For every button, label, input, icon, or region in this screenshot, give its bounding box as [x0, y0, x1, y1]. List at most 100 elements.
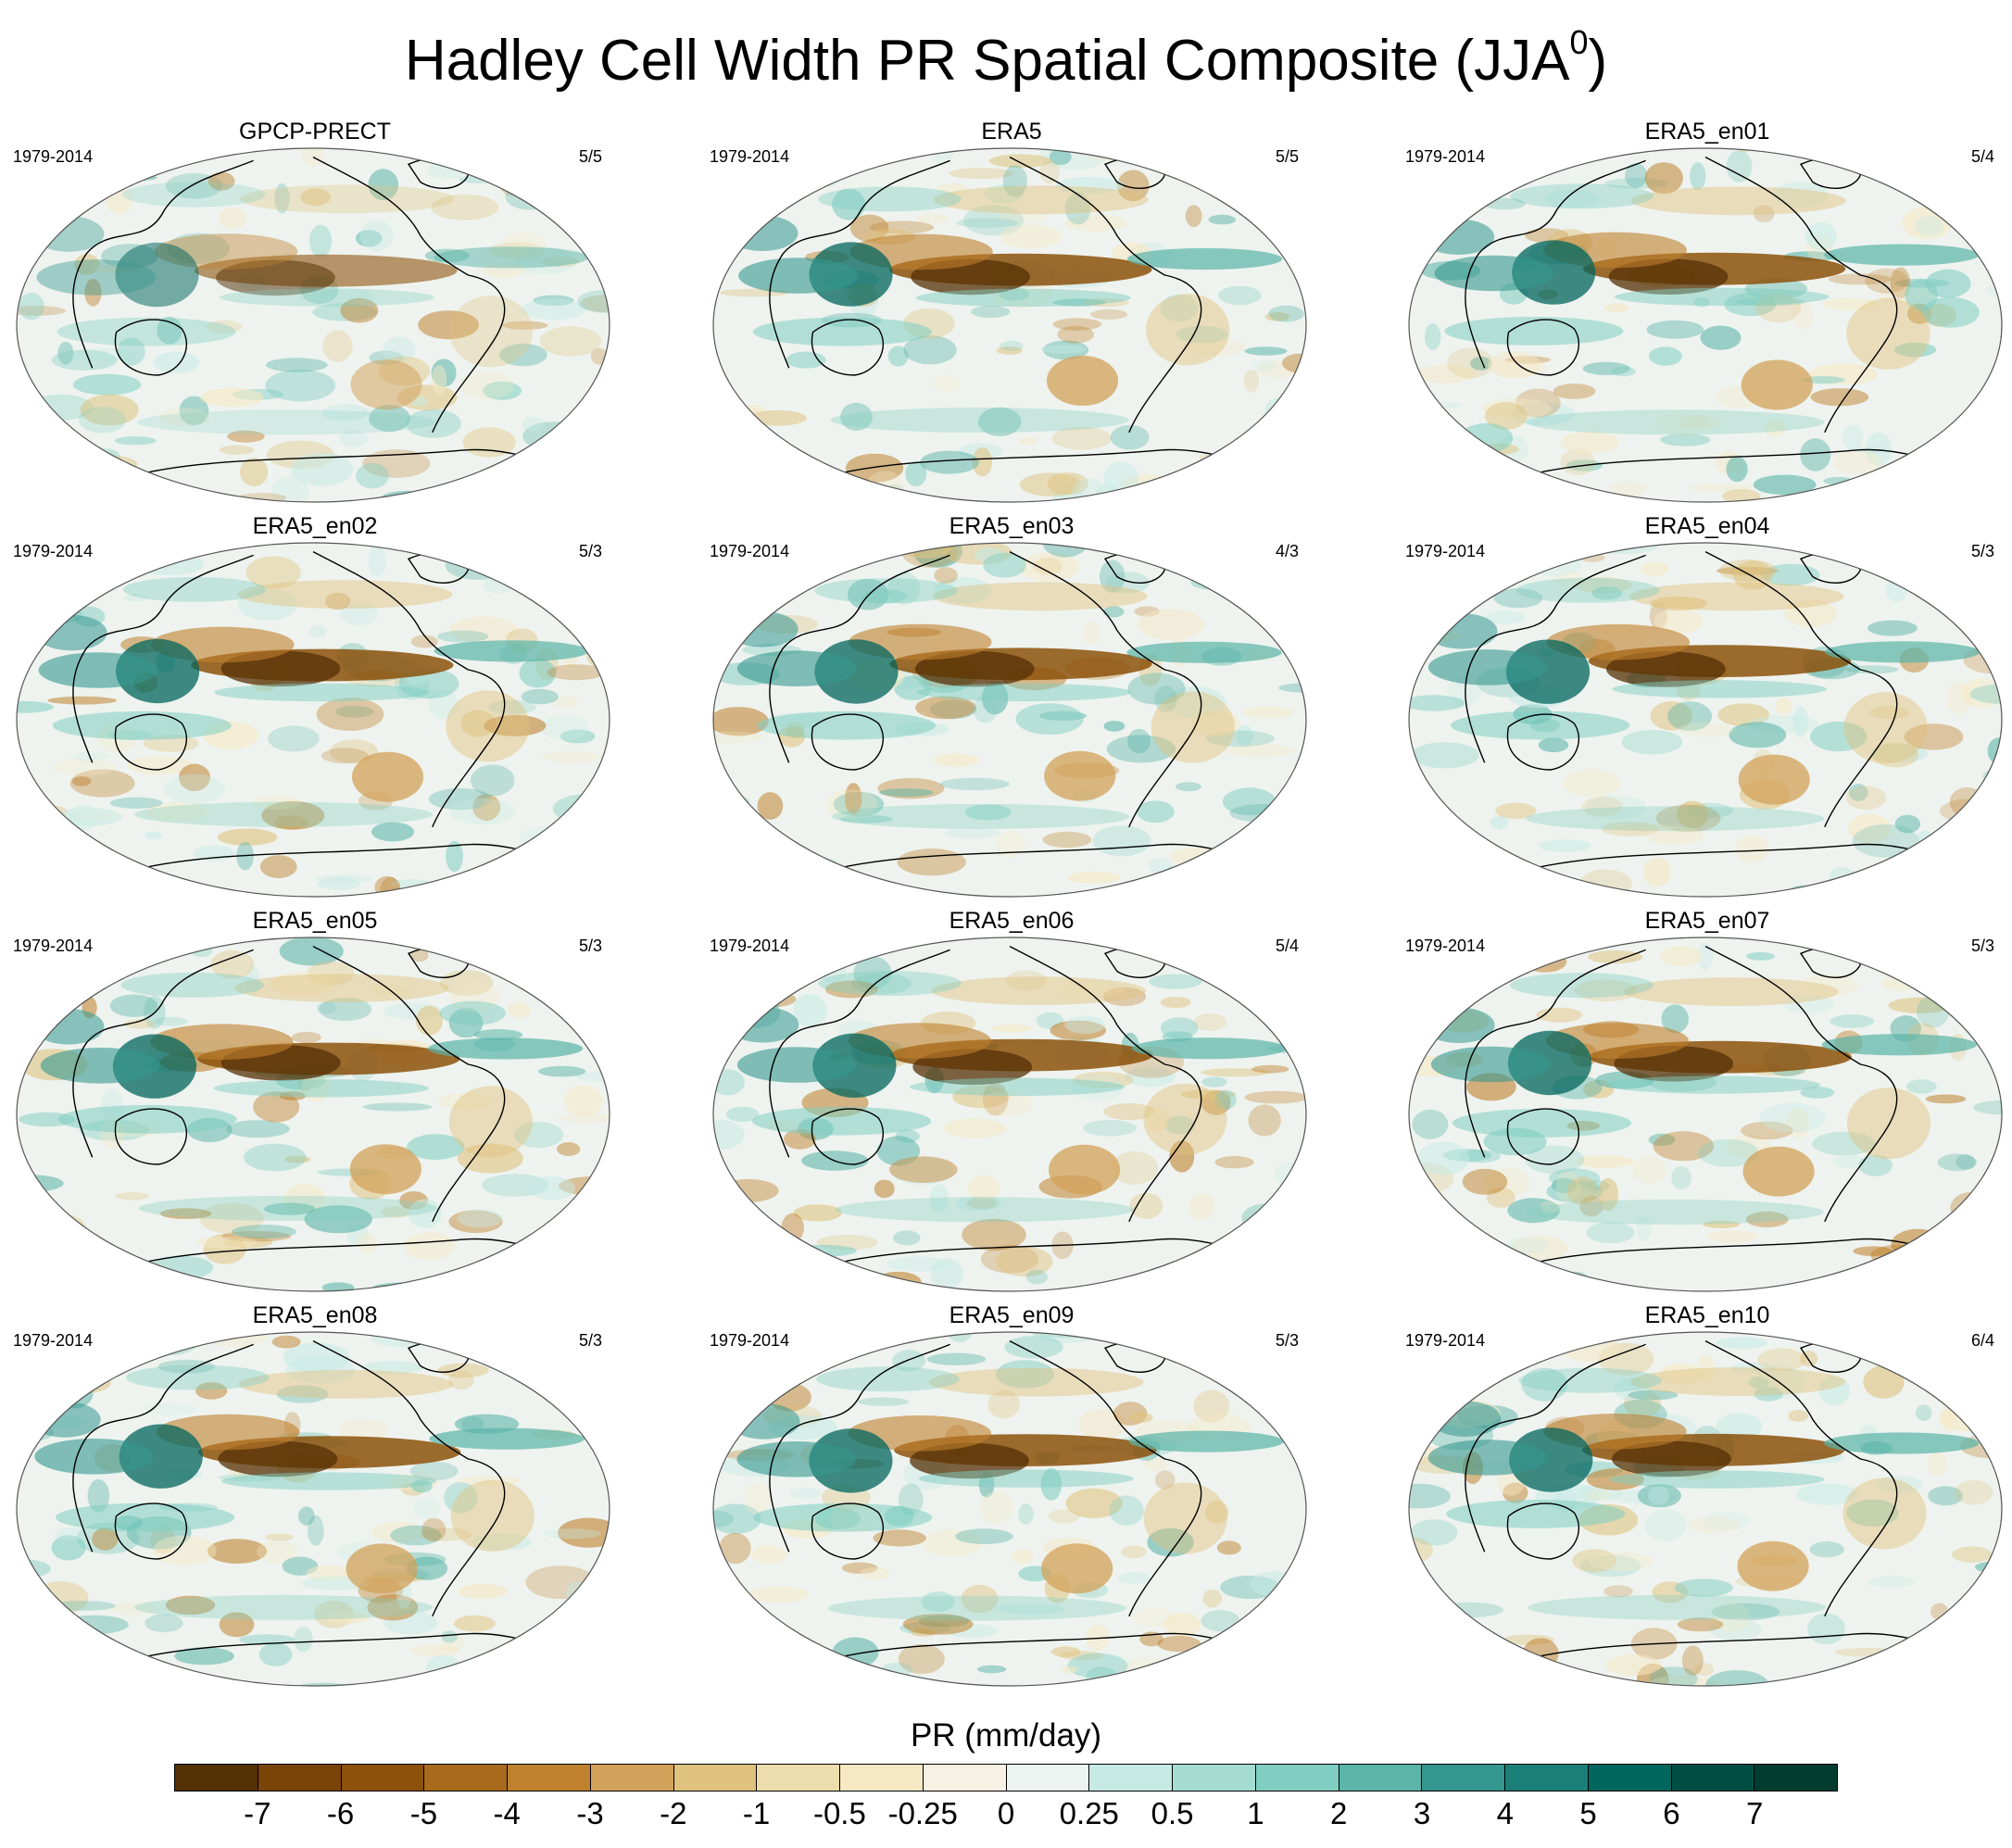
map-panel: ERA5_en01 1979-2014 5/4	[1392, 119, 2012, 508]
map-panel: ERA5_en06 1979-2014 5/4	[697, 908, 1327, 1297]
colorbar-box	[1339, 1765, 1423, 1791]
map-panel: ERA5 1979-2014 5/5	[697, 119, 1327, 508]
panel-ratio: 5/3	[1970, 937, 1994, 955]
panel-years: 1979-2014	[710, 1331, 790, 1350]
precip-composite-map	[712, 937, 1307, 1292]
colorbar-box	[258, 1765, 342, 1791]
colorbar-tick: -1	[742, 1796, 771, 1830]
precip-composite-map	[1408, 1331, 2003, 1687]
colorbar-tick: 0.5	[1151, 1796, 1194, 1830]
colorbar-tick: -4	[493, 1796, 521, 1830]
panel-years: 1979-2014	[710, 937, 790, 955]
panel-years: 1979-2014	[710, 147, 790, 166]
panel-ratio: 5/3	[578, 542, 602, 560]
colorbar-tick: 7	[1746, 1796, 1764, 1830]
map-panel: ERA5_en03 1979-2014 4/3	[697, 513, 1327, 902]
panel-title: ERA5_en01	[1644, 119, 1770, 145]
colorbar-tick: 6	[1663, 1796, 1680, 1830]
precip-composite-map	[1408, 147, 2003, 503]
panel-ratio: 6/4	[1970, 1331, 1994, 1350]
colorbar-tick: -6	[326, 1796, 355, 1830]
panel-title: ERA5_en09	[949, 1302, 1075, 1328]
map-panel: GPCP-PRECT 1979-2014 5/5	[0, 119, 630, 508]
colorbar-box	[341, 1765, 425, 1791]
colorbar-box	[1422, 1765, 1505, 1791]
colorbar	[174, 1764, 1838, 1791]
colorbar-tick: -2	[660, 1796, 687, 1830]
colorbar-box	[1671, 1765, 1755, 1791]
panel-title: ERA5	[981, 119, 1042, 145]
colorbar-tick: -3	[576, 1796, 604, 1830]
precip-composite-map	[712, 542, 1307, 898]
panel-title: ERA5_en02	[252, 513, 378, 539]
panel-title: ERA5_en07	[1644, 908, 1770, 934]
colorbar-tick: 1	[1247, 1796, 1264, 1830]
colorbar-label: PR (mm/day)	[910, 1717, 1102, 1754]
panel-ratio: 5/3	[578, 1331, 602, 1350]
figure-title-text: Hadley Cell Width PR Spatial Composite (…	[404, 29, 1570, 93]
colorbar-tick: -7	[244, 1796, 271, 1830]
colorbar-tick: 5	[1579, 1796, 1597, 1830]
map-panel: ERA5_en02 1979-2014 5/3	[0, 513, 630, 902]
map-panel: ERA5_en04 1979-2014 5/3	[1392, 513, 2012, 902]
panel-ratio: 5/5	[578, 147, 602, 166]
colorbar-tick-labels: -7 -6 -5 -4 -3 -2 -1 -0.5 -0.25 0 0.25 0.5 1 2 3 4 5 6 7	[174, 1795, 1838, 1836]
precip-composite-map	[16, 542, 610, 898]
colorbar-box	[175, 1765, 258, 1791]
map-panel: ERA5_en10 1979-2014 6/4	[1392, 1302, 2012, 1691]
panel-years: 1979-2014	[13, 542, 94, 560]
colorbar-box	[840, 1765, 924, 1791]
colorbar-box	[1173, 1765, 1256, 1791]
colorbar-box	[1089, 1765, 1173, 1791]
panel-ratio: 5/4	[1275, 937, 1299, 955]
colorbar-box	[673, 1765, 758, 1791]
colorbar-tick: -5	[409, 1796, 438, 1830]
precip-composite-map	[712, 147, 1307, 503]
precip-composite-map	[16, 937, 610, 1292]
map-panel: ERA5_en07 1979-2014 5/3	[1392, 908, 2012, 1297]
colorbar-tick: 2	[1330, 1796, 1348, 1830]
colorbar-box	[424, 1765, 508, 1791]
panel-title: ERA5_en10	[1644, 1302, 1770, 1328]
panel-title: ERA5_en08	[252, 1302, 378, 1328]
panel-title: ERA5_en05	[252, 908, 378, 934]
map-panel: ERA5_en05 1979-2014 5/3	[0, 908, 630, 1297]
colorbar-box	[757, 1765, 840, 1791]
colorbar-box	[508, 1765, 591, 1791]
panel-years: 1979-2014	[13, 937, 94, 955]
panel-ratio: 5/3	[1275, 1331, 1299, 1350]
panel-years: 1979-2014	[13, 1331, 94, 1350]
panel-ratio: 5/5	[1275, 147, 1299, 166]
panel-ratio: 5/3	[1970, 542, 1994, 560]
figure-title: Hadley Cell Width PR Spatial Composite (…	[0, 24, 2012, 98]
panel-title: GPCP-PRECT	[239, 119, 391, 145]
colorbar-box	[1588, 1765, 1672, 1791]
panel-ratio: 4/3	[1275, 542, 1299, 560]
precip-composite-map	[1408, 937, 2003, 1292]
panel-ratio: 5/4	[1970, 147, 1994, 166]
map-panel: ERA5_en08 1979-2014 5/3	[0, 1302, 630, 1691]
precip-composite-map	[16, 1331, 610, 1687]
colorbar-tick: 4	[1496, 1796, 1514, 1830]
colorbar-box	[590, 1765, 674, 1791]
figure-title-close: )	[1588, 29, 1608, 93]
precip-composite-map	[1408, 542, 2003, 898]
panel-years: 1979-2014	[1405, 147, 1486, 166]
panel-years: 1979-2014	[13, 147, 94, 166]
panel-ratio: 5/3	[578, 937, 602, 955]
colorbar-box	[1505, 1765, 1589, 1791]
colorbar-box	[1754, 1765, 1837, 1791]
colorbar-tick: 0	[997, 1796, 1015, 1830]
panel-title: ERA5_en06	[949, 908, 1075, 934]
panel-title: ERA5_en04	[1644, 513, 1770, 539]
colorbar-tick: 0.25	[1059, 1796, 1119, 1830]
precip-composite-map	[712, 1331, 1307, 1687]
panel-years: 1979-2014	[1405, 542, 1486, 560]
colorbar-box	[923, 1765, 1007, 1791]
colorbar-tick: -0.5	[812, 1796, 866, 1830]
colorbar-box	[1006, 1765, 1090, 1791]
panel-years: 1979-2014	[1405, 1331, 1486, 1350]
panel-years: 1979-2014	[710, 542, 790, 560]
figure-title-superscript: 0	[1569, 23, 1589, 61]
map-panel: ERA5_en09 1979-2014 5/3	[697, 1302, 1327, 1691]
